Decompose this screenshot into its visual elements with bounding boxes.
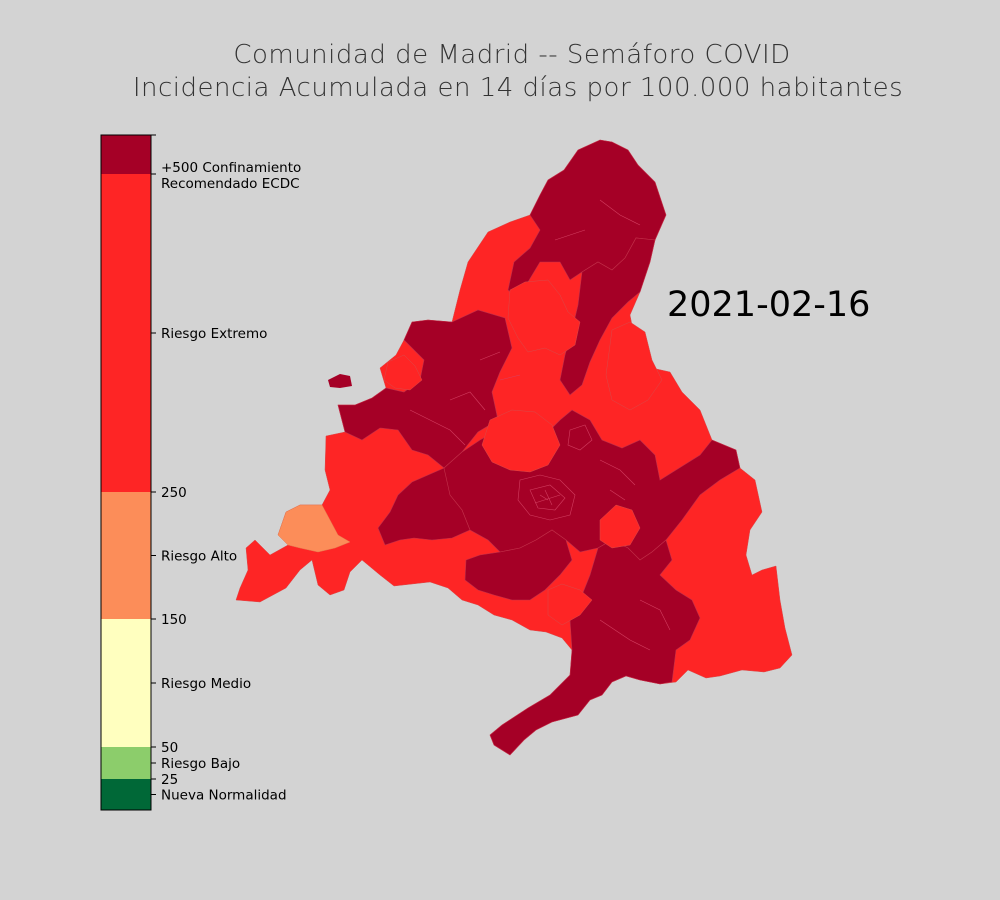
colorbar-label: +500 Confinamiento — [161, 160, 301, 176]
region-extremo-north — [507, 279, 581, 356]
colorbar-band-confinamiento — [101, 135, 151, 174]
colorbar-band-riesgo-bajo — [101, 747, 151, 779]
colorbar-label: 50 — [161, 740, 178, 756]
region-alto-west — [277, 504, 351, 553]
colorbar-label: Nueva Normalidad — [161, 788, 287, 804]
region-extremo-west — [383, 354, 423, 391]
region-east-dark — [559, 237, 656, 396]
colorbar-band-nueva-normalidad — [101, 779, 151, 810]
colorbar-label: 150 — [161, 612, 187, 628]
region-south-dark — [489, 539, 701, 756]
colorbar — [100, 134, 152, 811]
colorbar-label: Riesgo Medio — [161, 676, 251, 692]
colorbar-label: 250 — [161, 485, 187, 501]
region-extremo-southwest — [547, 583, 593, 626]
colorbar-label: Riesgo Alto — [161, 549, 237, 565]
colorbar-frame — [100, 134, 152, 811]
map-title-line2: Incidencia Acumulada en 14 días por 100.… — [132, 73, 904, 103]
region-southwest-dark — [464, 529, 573, 601]
region-sierra-norte — [507, 139, 667, 301]
region-extremo-east — [605, 321, 663, 411]
colorbar-band-riesgo-medio — [101, 619, 151, 747]
region-extremo-center — [481, 409, 561, 473]
region-west-dark — [377, 467, 471, 546]
colorbar-band-riesgo-alto — [101, 492, 151, 619]
date-label: 2021-02-16 — [667, 285, 871, 325]
map-title-line1: Comunidad de Madrid -- Semáforo COVID — [233, 40, 791, 70]
region-island — [328, 374, 352, 388]
colorbar-label: 25 — [161, 772, 178, 788]
colorbar-label: Recomendado ECDC — [161, 176, 300, 192]
colorbar-label: Riesgo Bajo — [161, 756, 240, 772]
colorbar-band-riesgo-extremo — [101, 174, 151, 492]
district-borders — [409, 199, 671, 651]
region-north-west-dark — [337, 309, 513, 469]
colorbar-label: Riesgo Extremo — [161, 326, 267, 342]
madrid-map — [235, 139, 793, 756]
region-extremo-south — [599, 504, 641, 549]
